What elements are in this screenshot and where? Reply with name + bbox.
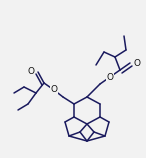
Text: O: O (106, 73, 113, 82)
Text: O: O (27, 67, 34, 76)
Text: O: O (51, 85, 58, 94)
Text: O: O (133, 58, 140, 67)
